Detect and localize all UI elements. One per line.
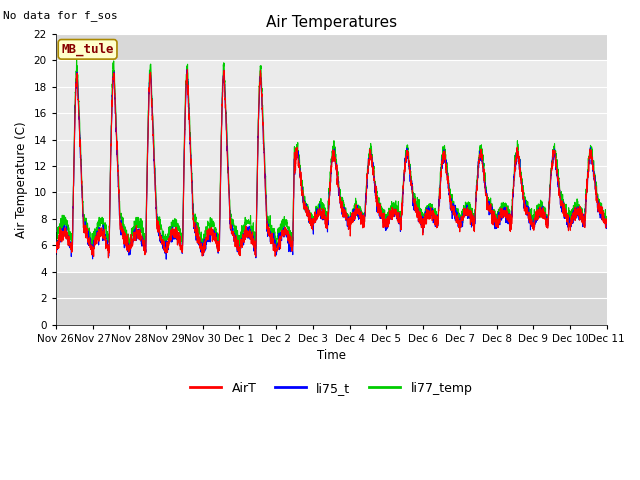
li75_t (52, 248, 60, 253)
li75_t (163, 256, 170, 262)
Line: li75_t: li75_t (56, 70, 607, 259)
li77_temp (89, 247, 97, 252)
li75_t (533, 212, 541, 217)
Bar (56, 60, 607, 272)
AirT (593, 198, 600, 204)
AirT (104, 255, 112, 261)
AirT (603, 216, 611, 222)
li77_temp (287, 241, 295, 247)
li77_temp (593, 179, 600, 185)
AirT (287, 244, 295, 250)
li75_t (287, 244, 295, 250)
AirT (533, 217, 541, 223)
AirT (264, 222, 271, 228)
li77_temp (264, 218, 271, 224)
Text: No data for f_sos: No data for f_sos (3, 11, 118, 22)
li77_temp (148, 92, 156, 98)
li77_temp (73, 56, 81, 62)
li77_temp (533, 203, 541, 209)
li75_t (115, 191, 122, 196)
li75_t (264, 224, 271, 229)
Legend: AirT, li75_t, li77_temp: AirT, li75_t, li77_temp (185, 377, 477, 400)
Title: Air Temperatures: Air Temperatures (266, 15, 397, 30)
AirT (184, 67, 191, 72)
Y-axis label: Air Temperature (C): Air Temperature (C) (15, 121, 28, 238)
AirT (148, 104, 156, 109)
li75_t (603, 222, 611, 228)
Text: MB_tule: MB_tule (61, 43, 114, 56)
li75_t (593, 188, 600, 193)
li75_t (183, 67, 191, 72)
AirT (52, 250, 60, 255)
X-axis label: Time: Time (317, 349, 346, 362)
li75_t (147, 85, 155, 91)
Line: AirT: AirT (56, 70, 607, 258)
Line: li77_temp: li77_temp (56, 59, 607, 250)
AirT (115, 187, 123, 192)
li77_temp (603, 220, 611, 226)
li77_temp (52, 235, 60, 240)
li77_temp (115, 184, 123, 190)
